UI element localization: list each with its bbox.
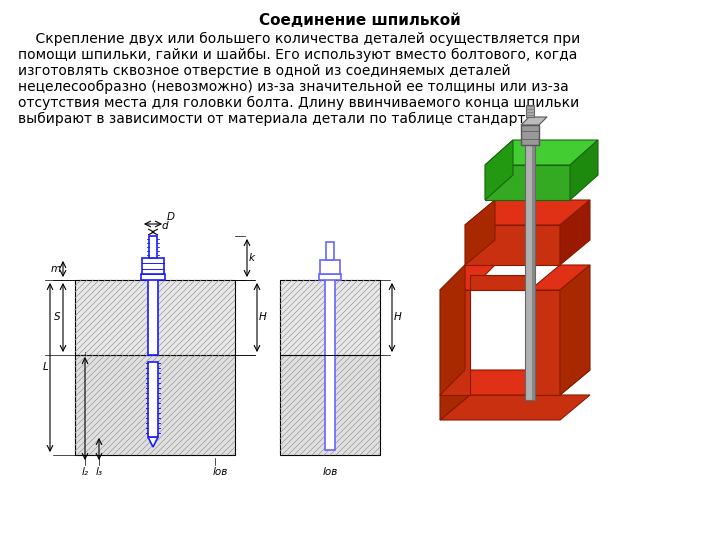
Text: l₃: l₃ — [96, 467, 102, 477]
Polygon shape — [530, 265, 590, 290]
Text: lов: lов — [323, 467, 338, 477]
Polygon shape — [440, 395, 590, 420]
Polygon shape — [440, 290, 470, 395]
Bar — [149, 236, 157, 258]
Bar — [320, 260, 340, 274]
Bar — [280, 355, 380, 455]
Text: D: D — [167, 212, 175, 222]
Bar — [75, 355, 235, 455]
Polygon shape — [148, 437, 158, 447]
Bar — [525, 130, 535, 400]
Polygon shape — [485, 140, 598, 165]
Bar — [148, 275, 158, 355]
Bar — [521, 125, 539, 145]
Polygon shape — [570, 140, 598, 200]
Text: d: d — [162, 221, 168, 231]
Polygon shape — [440, 265, 495, 290]
Polygon shape — [440, 265, 465, 395]
Text: m: m — [51, 264, 61, 274]
Text: H: H — [394, 313, 402, 322]
Polygon shape — [521, 117, 547, 125]
Bar — [326, 242, 334, 260]
Text: S: S — [55, 313, 61, 322]
Text: помощи шпильки, гайки и шайбы. Его используют вместо болтового, когда: помощи шпильки, гайки и шайбы. Его испол… — [18, 48, 577, 62]
Polygon shape — [470, 275, 530, 290]
Polygon shape — [560, 200, 590, 265]
Polygon shape — [465, 200, 590, 225]
Polygon shape — [440, 370, 470, 420]
Text: H: H — [259, 313, 266, 322]
Bar — [319, 274, 341, 280]
Text: Скрепление двух или большего количества деталей осуществляется при: Скрепление двух или большего количества … — [18, 32, 580, 46]
Text: выбирают в зависимости от материала детали по таблице стандарта.: выбирают в зависимости от материала дета… — [18, 112, 539, 126]
Text: l₂: l₂ — [81, 467, 89, 477]
Text: k: k — [249, 253, 255, 263]
Polygon shape — [465, 225, 560, 265]
Polygon shape — [485, 140, 513, 200]
Bar — [526, 105, 534, 117]
Bar — [142, 258, 164, 274]
Bar — [148, 362, 158, 437]
Polygon shape — [530, 290, 560, 395]
Text: изготовлять сквозное отверстие в одной из соединяемых деталей: изготовлять сквозное отверстие в одной и… — [18, 64, 510, 78]
Polygon shape — [560, 265, 590, 395]
Polygon shape — [485, 165, 570, 200]
Polygon shape — [440, 370, 590, 395]
Text: отсутствия места для головки болта. Длину ввинчиваемого конца шпильки: отсутствия места для головки болта. Длин… — [18, 96, 580, 110]
Text: lов: lов — [212, 467, 228, 477]
Text: L: L — [42, 362, 48, 373]
Bar — [141, 274, 165, 280]
Text: нецелесообразно (невозможно) из-за значительной ее толщины или из-за: нецелесообразно (невозможно) из-за значи… — [18, 80, 569, 94]
Bar — [532, 130, 535, 400]
Text: Соединение шпилькой: Соединение шпилькой — [259, 13, 461, 28]
Bar — [280, 280, 380, 355]
Bar — [325, 275, 335, 450]
Bar — [75, 280, 235, 355]
Polygon shape — [465, 200, 495, 265]
